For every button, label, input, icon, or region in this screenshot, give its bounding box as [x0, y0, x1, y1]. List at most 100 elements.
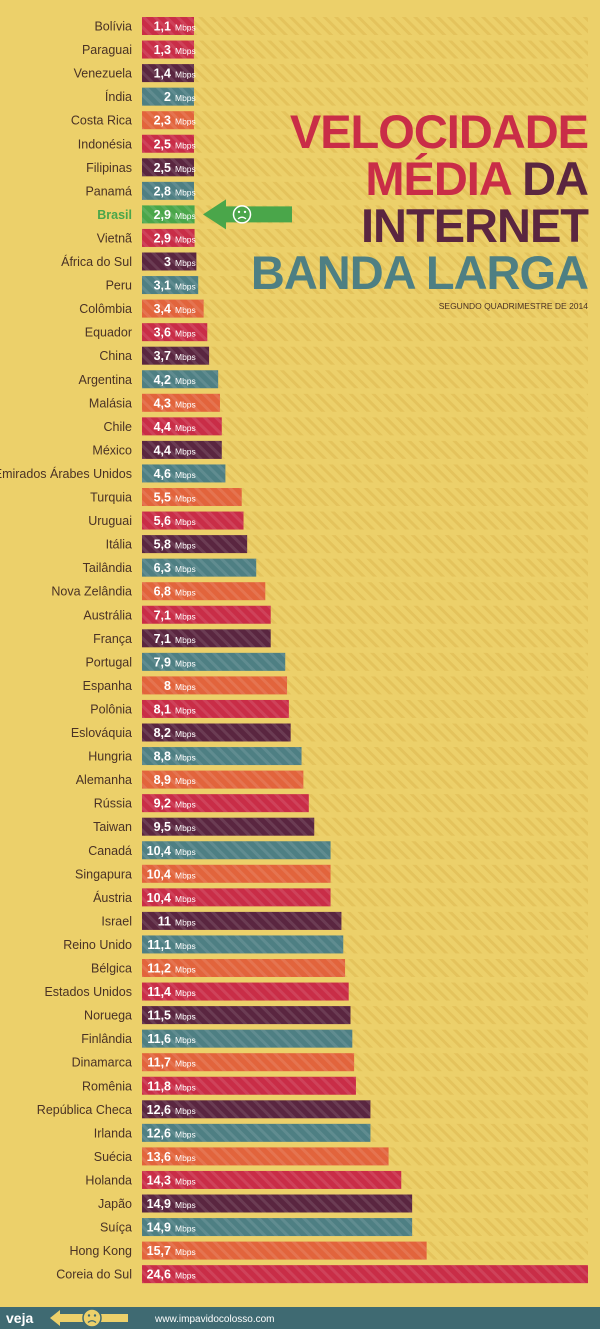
country-label-peru: Peru	[106, 279, 132, 293]
value-label-hong-kong: 15,7	[147, 1244, 171, 1258]
bar-texture-venezuela	[142, 64, 194, 83]
value-label-paraguai: 1,3	[154, 43, 171, 57]
country-label-reino-unido: Reino Unido	[63, 938, 132, 952]
unit-text-noruega: Mbps	[175, 1012, 196, 1022]
country-labels: Bolívia Paraguai Venezuela Índia Costa Rica I…	[0, 20, 132, 1282]
bar-texture-china	[142, 346, 210, 365]
bar-texture-indonesia	[142, 134, 194, 153]
footer-face-left-eye	[87, 1314, 91, 1317]
footer-background	[0, 1307, 600, 1329]
unit-label-venezuela: Mbps	[175, 70, 196, 80]
unit-text-hungria: Mbps	[175, 753, 196, 763]
unit-text-indonesia: Mbps	[175, 140, 196, 150]
unit-text-japao: Mbps	[175, 1200, 196, 1210]
value-label-peru: 3,1	[154, 279, 171, 293]
unit-label-brasil: Mbps	[175, 211, 196, 221]
footer-brand: veja	[6, 1310, 33, 1326]
country-label-polonia: Polônia	[90, 702, 132, 716]
country-label-canada: Canadá	[88, 844, 132, 858]
value-label-italia: 5,8	[154, 538, 171, 552]
bar-track-peru	[142, 276, 588, 295]
value-label-nova-zelandia: 6,8	[154, 585, 171, 599]
bar-texture-japao	[142, 1194, 413, 1213]
value-label-franca: 7,1	[154, 632, 171, 646]
value-label-russia: 9,2	[154, 797, 171, 811]
value-label-dinamarca: 11,7	[147, 1056, 171, 1070]
bar-texture-finlandia	[142, 1029, 353, 1048]
value-label-romenia: 11,8	[147, 1079, 171, 1093]
unit-text-austria: Mbps	[175, 894, 196, 904]
country-label-china: China	[99, 349, 132, 363]
title-line-2: MÉDIA DA	[365, 152, 588, 205]
value-label-australia: 7,1	[154, 608, 171, 622]
unit-text-mexico: Mbps	[175, 446, 196, 456]
bar-texture-suica	[142, 1218, 413, 1237]
bar-texture-filipinas	[142, 158, 194, 177]
bar-track-mexico	[142, 440, 588, 459]
title-word-2-2: DA	[510, 152, 588, 205]
unit-label-colombia: Mbps	[175, 305, 196, 315]
unit-label-africa-do-sul: Mbps	[175, 258, 196, 268]
value-label-portugal: 7,9	[154, 655, 171, 669]
unit-text-hong-kong: Mbps	[175, 1247, 196, 1257]
brasil-pointer	[203, 199, 292, 230]
bar-texture-bolivia	[142, 17, 194, 35]
unit-label-irlanda: Mbps	[175, 1129, 196, 1139]
value-label-equador: 3,6	[154, 326, 171, 340]
bar-texture-emirados-arabes-unidos	[142, 464, 226, 483]
value-label-china: 3,7	[154, 349, 171, 363]
country-label-vietna: Vietnã	[97, 231, 132, 245]
unit-text-tailandia: Mbps	[175, 564, 196, 574]
footer-url: www.impavidocolosso.com	[154, 1314, 275, 1325]
value-label-republica-checa: 12,6	[147, 1103, 171, 1117]
bar-texture-colombia	[142, 299, 204, 318]
country-label-japao: Japão	[98, 1197, 132, 1211]
title-word-3-1: INTERNET	[361, 199, 589, 252]
country-label-chile: Chile	[104, 420, 133, 434]
unit-label-filipinas: Mbps	[175, 164, 196, 174]
bar-texture-singapura	[142, 864, 331, 883]
unit-text-israel: Mbps	[175, 917, 196, 927]
country-label-uruguai: Uruguai	[88, 514, 132, 528]
unit-text-argentina: Mbps	[175, 376, 196, 386]
footer-face-right-eye	[93, 1314, 97, 1317]
country-label-panama: Panamá	[85, 184, 132, 198]
unit-text-singapura: Mbps	[175, 870, 196, 880]
country-label-belgica: Bélgica	[91, 962, 132, 976]
bar-texture-russia	[142, 794, 309, 813]
unit-text-espanha: Mbps	[175, 682, 196, 692]
bar-texture-taiwan	[142, 817, 315, 836]
bar-texture-malasia	[142, 393, 220, 412]
bar-track-chile	[142, 417, 588, 436]
pointer-arrow-icon	[203, 199, 292, 230]
country-label-irlanda: Irlanda	[94, 1126, 132, 1140]
country-label-costa-rica: Costa Rica	[71, 114, 132, 128]
unit-label-japao: Mbps	[175, 1200, 196, 1210]
unit-label-tailandia: Mbps	[175, 564, 196, 574]
country-label-portugal: Portugal	[85, 655, 132, 669]
unit-label-belgica: Mbps	[175, 965, 196, 975]
bar-track-malasia	[142, 393, 588, 412]
unit-text-australia: Mbps	[175, 611, 196, 621]
unit-label-indonesia: Mbps	[175, 140, 196, 150]
title-word-4-1: BANDA LARGA	[251, 246, 588, 299]
unit-text-republica-checa: Mbps	[175, 1106, 196, 1116]
value-label-coreia-do-sul: 24,6	[147, 1268, 171, 1282]
country-label-indonesia: Indonésia	[78, 137, 132, 151]
sad-face-icon	[232, 205, 252, 224]
value-label-espanha: 8	[164, 679, 171, 693]
bar-texture-brasil	[142, 205, 195, 224]
country-label-taiwan: Taiwan	[93, 820, 132, 834]
value-label-taiwan: 9,5	[154, 820, 171, 834]
bar-texture-coreia-do-sul	[142, 1265, 588, 1284]
bar-texture-vietna	[142, 228, 195, 247]
unit-label-peru: Mbps	[175, 282, 196, 292]
unit-label-bolivia: Mbps	[175, 23, 196, 33]
bar-texture-hong-kong	[142, 1241, 427, 1260]
value-label-eslovaquia: 8,2	[154, 726, 171, 740]
country-label-india: Índia	[105, 89, 132, 104]
country-label-singapura: Singapura	[75, 867, 132, 881]
country-label-australia: Austrália	[83, 608, 132, 622]
footer-face-outline	[82, 1308, 102, 1328]
